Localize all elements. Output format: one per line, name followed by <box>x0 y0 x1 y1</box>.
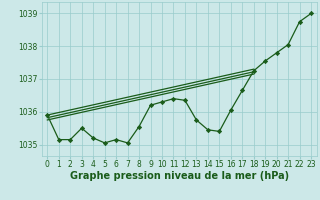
X-axis label: Graphe pression niveau de la mer (hPa): Graphe pression niveau de la mer (hPa) <box>70 171 289 181</box>
